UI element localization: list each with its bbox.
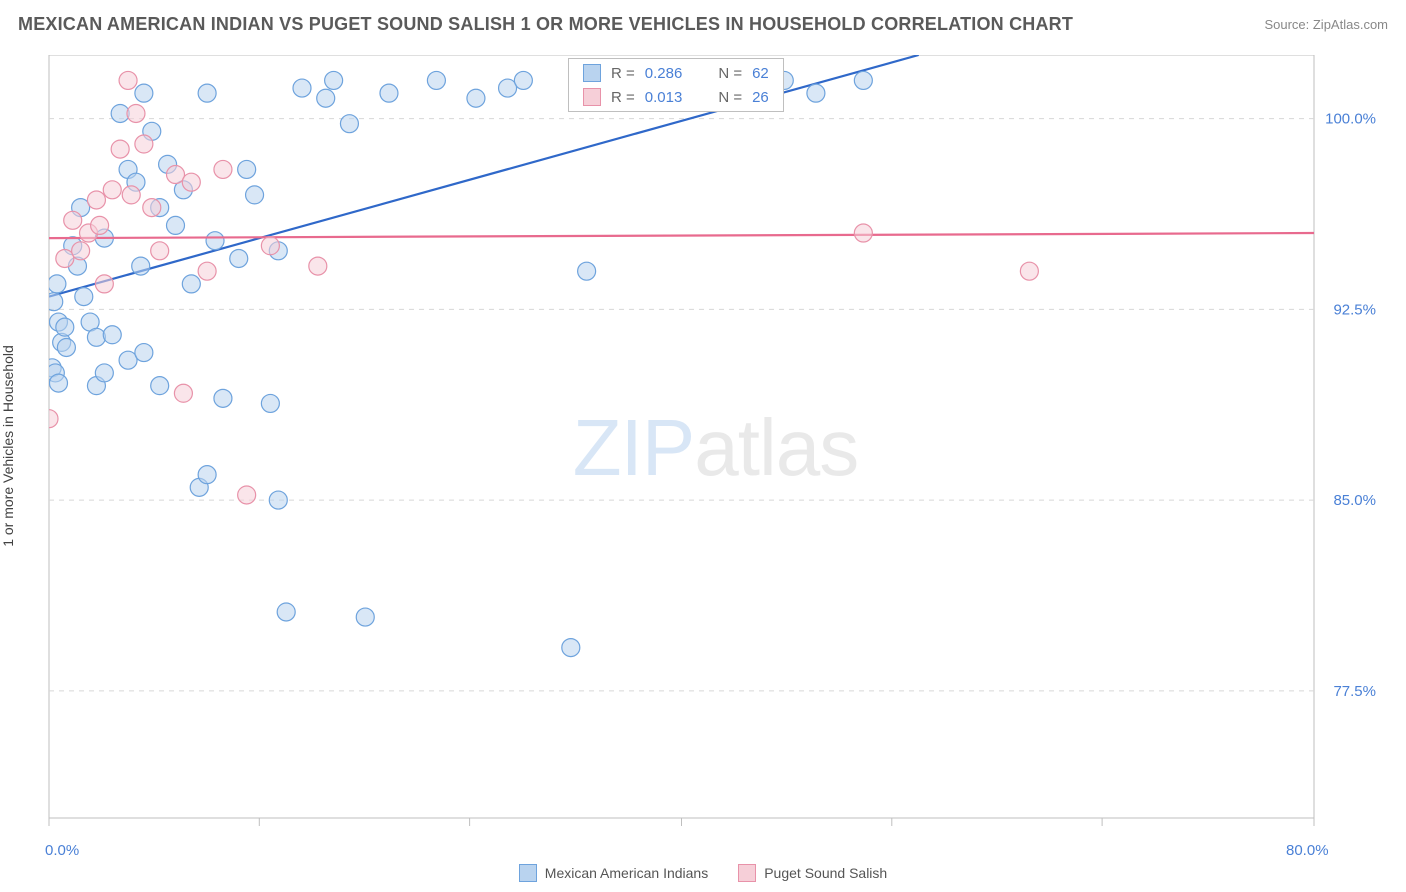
source-label: Source: ZipAtlas.com: [1264, 17, 1388, 32]
x-axis-right-label: 80.0%: [1286, 842, 1329, 859]
data-point: [143, 199, 161, 217]
data-point: [198, 466, 216, 484]
data-point: [72, 242, 90, 260]
data-point: [95, 275, 113, 293]
stats-n-value: 26: [752, 89, 769, 106]
scatter-chart: 77.5% 85.0% 92.5% 100.0%: [45, 55, 1386, 840]
y-axis-label: 1 or more Vehicles in Household: [0, 345, 16, 547]
x-axis-left-label: 0.0%: [45, 842, 79, 859]
stats-row: R = 0.286 N = 62: [569, 61, 783, 85]
data-point: [198, 84, 216, 102]
legend-item: Puget Sound Salish: [738, 864, 887, 882]
data-point: [340, 115, 358, 133]
data-point: [214, 160, 232, 178]
data-point: [293, 79, 311, 97]
data-point: [48, 275, 66, 293]
stats-swatch: [583, 88, 601, 106]
data-point: [309, 257, 327, 275]
data-point: [562, 639, 580, 657]
data-point: [854, 224, 872, 242]
data-point: [135, 344, 153, 362]
data-point: [56, 318, 74, 336]
data-point: [135, 84, 153, 102]
data-point: [132, 257, 150, 275]
data-point: [277, 603, 295, 621]
y-tick-label: 92.5%: [1333, 301, 1376, 318]
chart-area: 77.5%85.0%92.5%100.0% ZIPatlas: [45, 55, 1386, 840]
data-point: [151, 242, 169, 260]
data-point: [64, 211, 82, 229]
data-point: [230, 249, 248, 267]
stats-r-value: 0.286: [645, 65, 683, 82]
stats-n-value: 62: [752, 65, 769, 82]
data-point: [103, 181, 121, 199]
data-point: [45, 293, 63, 311]
data-point: [380, 84, 398, 102]
data-point: [167, 166, 185, 184]
stats-legend: R = 0.286 N = 62 R = 0.013 N = 26: [568, 58, 784, 112]
stats-swatch: [583, 64, 601, 82]
stats-r-label: R =: [611, 89, 635, 106]
data-point: [246, 186, 264, 204]
data-point: [854, 71, 872, 89]
data-point: [111, 140, 129, 158]
legend-label: Puget Sound Salish: [764, 865, 887, 881]
data-point: [198, 262, 216, 280]
data-point: [56, 249, 74, 267]
chart-title: MEXICAN AMERICAN INDIAN VS PUGET SOUND S…: [18, 14, 1073, 35]
legend-label: Mexican American Indians: [545, 865, 708, 881]
stats-n-label: N =: [718, 89, 742, 106]
data-point: [45, 410, 58, 428]
data-point: [167, 216, 185, 234]
data-point: [135, 135, 153, 153]
data-point: [807, 84, 825, 102]
chart-header: MEXICAN AMERICAN INDIAN VS PUGET SOUND S…: [0, 0, 1406, 48]
legend-swatch: [738, 864, 756, 882]
data-point: [182, 275, 200, 293]
data-point: [119, 71, 137, 89]
bottom-legend: Mexican American Indians Puget Sound Sali…: [0, 864, 1406, 882]
data-point: [467, 89, 485, 107]
data-point: [261, 237, 279, 255]
data-point: [151, 377, 169, 395]
stats-row: R = 0.013 N = 26: [569, 85, 783, 109]
y-tick-label: 100.0%: [1325, 111, 1376, 128]
data-point: [174, 384, 192, 402]
y-tick-label: 85.0%: [1333, 492, 1376, 509]
data-point: [87, 191, 105, 209]
data-point: [261, 394, 279, 412]
data-point: [214, 389, 232, 407]
data-point: [206, 232, 224, 250]
data-point: [95, 364, 113, 382]
data-point: [317, 89, 335, 107]
data-point: [122, 186, 140, 204]
data-point: [356, 608, 374, 626]
stats-r-value: 0.013: [645, 89, 683, 106]
legend-swatch: [519, 864, 537, 882]
legend-item: Mexican American Indians: [519, 864, 708, 882]
data-point: [269, 491, 287, 509]
data-point: [57, 338, 75, 356]
data-point: [427, 71, 445, 89]
data-point: [91, 216, 109, 234]
data-point: [182, 173, 200, 191]
data-point: [578, 262, 596, 280]
data-point: [238, 486, 256, 504]
stats-r-label: R =: [611, 65, 635, 82]
y-tick-label: 77.5%: [1333, 683, 1376, 700]
data-point: [514, 71, 532, 89]
stats-n-label: N =: [718, 65, 742, 82]
data-point: [119, 351, 137, 369]
data-point: [75, 288, 93, 306]
data-point: [87, 328, 105, 346]
data-point: [127, 104, 145, 122]
data-point: [325, 71, 343, 89]
data-point: [103, 326, 121, 344]
data-point: [238, 160, 256, 178]
data-point: [499, 79, 517, 97]
data-point: [1020, 262, 1038, 280]
data-point: [49, 374, 67, 392]
